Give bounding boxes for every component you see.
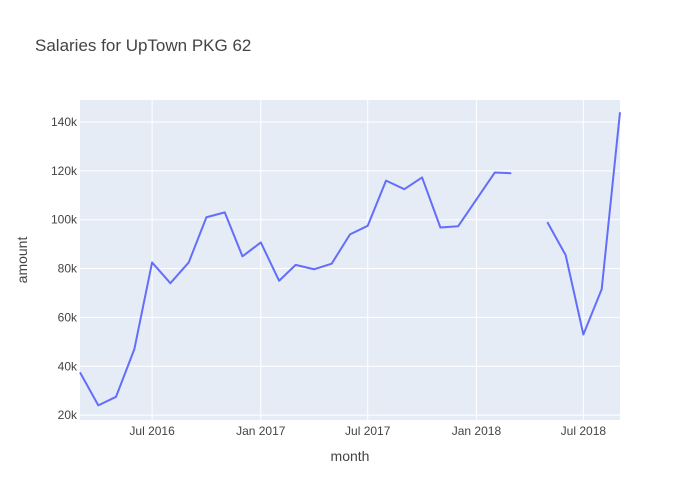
series-line-segment [79, 171, 512, 407]
data-point[interactable] [149, 259, 155, 265]
x-tick-label: Jul 2017 [345, 424, 391, 438]
data-point[interactable] [365, 223, 371, 229]
y-tick-label: 100k [51, 213, 78, 227]
data-point[interactable] [131, 346, 137, 352]
data-point[interactable] [383, 178, 389, 184]
data-point[interactable] [95, 402, 101, 408]
data-point[interactable] [492, 170, 498, 176]
data-point[interactable] [222, 209, 228, 215]
x-tick-label: Jan 2018 [452, 424, 502, 438]
data-point[interactable] [239, 253, 245, 259]
y-tick-label: 60k [58, 310, 78, 324]
x-tick-label: Jul 2016 [129, 424, 175, 438]
data-point[interactable] [258, 239, 264, 245]
data-point[interactable] [419, 174, 425, 180]
y-tick-labels: 20k 40k 60k 80k 100k 120k 140k [51, 115, 78, 422]
data-point[interactable] [455, 223, 461, 229]
data-point[interactable] [544, 219, 550, 225]
series-layer [77, 109, 623, 408]
data-point[interactable] [293, 262, 299, 268]
x-axis-title: month [331, 448, 370, 464]
y-tick-label: 120k [51, 164, 78, 178]
y-gridlines [80, 121, 620, 416]
y-tick-label: 140k [51, 115, 78, 129]
plot-area [80, 100, 620, 420]
data-point[interactable] [203, 214, 209, 220]
chart-title: Salaries for UpTown PKG 62 [35, 36, 251, 55]
x-tick-label: Jan 2017 [236, 424, 286, 438]
x-tick-labels: Jul 2016 Jan 2017 Jul 2017 Jan 2018 Jul 2018 [129, 424, 606, 438]
data-point[interactable] [563, 252, 569, 258]
y-tick-label: 80k [58, 262, 78, 276]
data-point[interactable] [437, 225, 443, 231]
data-point[interactable] [113, 394, 119, 400]
data-point[interactable] [186, 259, 192, 265]
data-point[interactable] [617, 109, 623, 115]
y-axis-title: amount [14, 237, 30, 284]
data-point[interactable] [599, 286, 605, 292]
data-point[interactable] [580, 332, 586, 338]
data-point[interactable] [167, 280, 173, 286]
data-point[interactable] [347, 231, 353, 237]
data-point[interactable] [77, 369, 83, 375]
series-line-segment [546, 112, 621, 336]
y-tick-label: 20k [58, 408, 78, 422]
data-point[interactable] [329, 261, 335, 267]
data-point[interactable] [276, 278, 282, 284]
data-point[interactable] [311, 266, 317, 272]
data-point[interactable] [401, 186, 407, 192]
data-point[interactable] [508, 170, 514, 176]
y-tick-label: 40k [58, 359, 78, 373]
x-tick-label: Jul 2018 [561, 424, 607, 438]
